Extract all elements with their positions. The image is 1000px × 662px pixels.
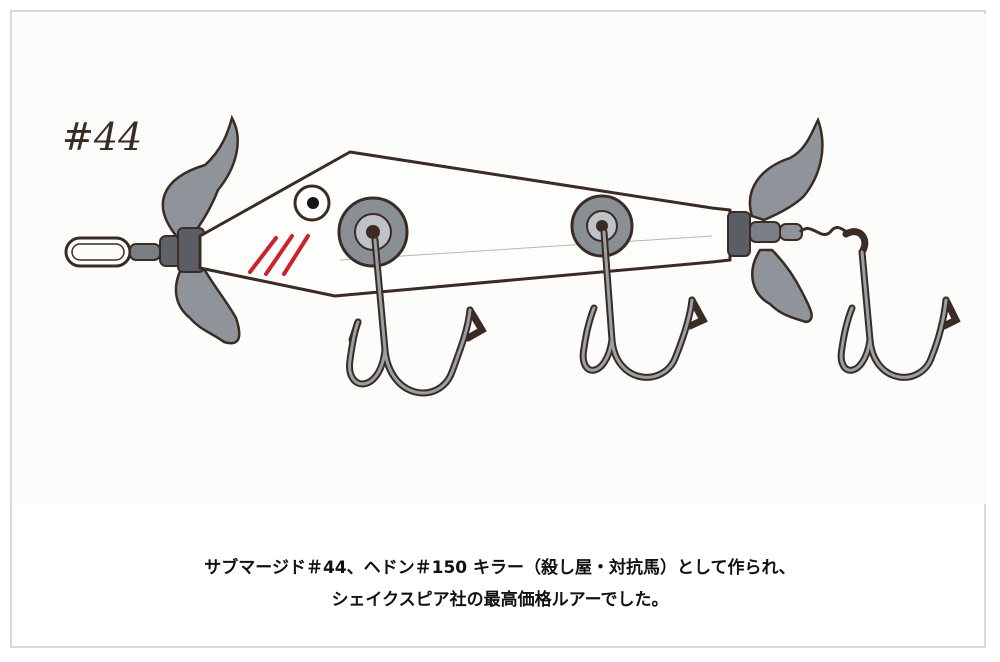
caption: サブマージド＃44、ヘドン＃150 キラー（殺し屋・対抗馬）として作られ、 シェ… [0,552,1000,616]
caption-line-2: シェイクスピア社の最高価格ルアーでした。 [331,590,669,610]
line-tie-ring [64,235,183,268]
lure-eye-icon [293,184,331,222]
treble-hook-rear-fill [839,250,948,379]
hook-cup-middle [570,194,634,258]
lure-illustration: #44 [62,114,961,397]
treble-hook-middle-fill [581,230,694,379]
caption-line-1: サブマージド＃44、ヘドン＃150 キラー（殺し屋・対抗馬）として作られ、 [204,558,796,578]
treble-hook-front-fill [348,238,472,395]
rear-propeller-icon [748,116,824,324]
lure-number-label: #44 [62,115,142,159]
lure-body [198,150,732,298]
gill-marks [248,234,310,276]
